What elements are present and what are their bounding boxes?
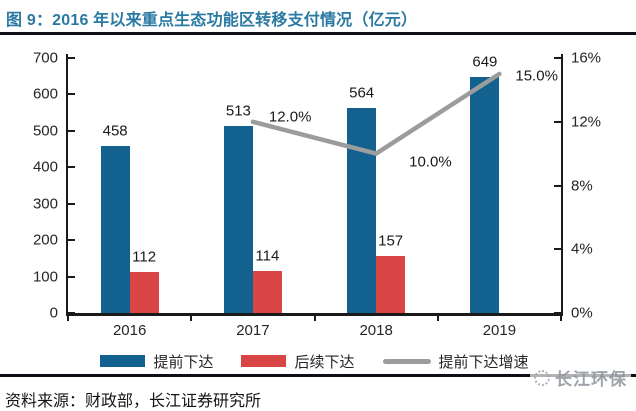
y2-axis-tick-label: 8% xyxy=(571,177,593,194)
legend-item-后续下达: 后续下达 xyxy=(241,351,355,372)
x-axis-category-label: 2019 xyxy=(482,322,517,339)
y-axis-tick-label: 600 xyxy=(32,85,58,103)
y-axis-tick-label: 700 xyxy=(32,49,58,67)
y-axis-tick-label: 200 xyxy=(32,231,58,249)
bar-advance-2018 xyxy=(347,107,377,313)
x-axis-line xyxy=(66,313,563,316)
legend-label: 提前下达增速 xyxy=(438,353,529,371)
x-axis-category-label: 2017 xyxy=(236,322,270,339)
bar-label-followup-2016: 112 xyxy=(132,248,157,266)
x-axis-category-label: 2018 xyxy=(359,322,393,339)
x-axis-category-label: 2016 xyxy=(112,322,147,339)
y2-axis-tick xyxy=(554,248,563,251)
legend-color-swatch xyxy=(100,355,146,367)
y-axis-tick xyxy=(66,275,75,278)
y2-axis-tick-label: 0% xyxy=(571,304,593,322)
y2-axis-tick xyxy=(554,57,563,59)
watermark-logo: 长江环保 xyxy=(530,364,631,391)
growth-label-2019: 15.0% xyxy=(515,67,558,85)
bar-label-advance-2016: 458 xyxy=(102,122,128,140)
changjiang-logo-icon xyxy=(534,369,550,386)
legend-label: 后续下达 xyxy=(294,353,355,371)
y-axis-tick xyxy=(66,93,75,96)
y2-axis-tick-label: 16% xyxy=(571,49,602,67)
bar-followup-2018 xyxy=(376,255,406,313)
y-axis-tick-label: 500 xyxy=(32,122,58,140)
y2-axis-tick xyxy=(554,312,563,314)
bar-followup-2016 xyxy=(129,272,159,313)
bar-advance-2017 xyxy=(223,126,253,313)
footer-divider-line xyxy=(0,374,636,377)
figure-title: 图 9：2016 年以来重点生态功能区转移支付情况（亿元） xyxy=(6,12,418,29)
y-axis-tick xyxy=(66,202,75,205)
growth-label-2018: 10.0% xyxy=(409,153,452,171)
y-axis-line xyxy=(66,54,68,315)
legend-line-swatch xyxy=(382,358,431,364)
y2-axis-tick-label: 4% xyxy=(571,240,593,258)
legend-label: 提前下达 xyxy=(153,353,214,371)
legend-color-swatch xyxy=(241,355,287,367)
y-axis-tick-label: 400 xyxy=(32,158,58,176)
growth-label-2017: 12.0% xyxy=(268,108,312,126)
y-axis-tick xyxy=(66,312,75,314)
x-axis-tick xyxy=(67,315,69,321)
bar-label-advance-2018: 564 xyxy=(349,84,375,102)
source-note: 资料来源：财政部，长江证券研究所 xyxy=(5,393,262,410)
x-axis-tick xyxy=(560,315,562,321)
title-divider-line xyxy=(0,32,636,35)
y-axis-tick-label: 100 xyxy=(32,268,58,286)
bar-advance-2016 xyxy=(100,146,130,313)
y2-axis-tick xyxy=(554,184,563,187)
legend-item-提前下达增速: 提前下达增速 xyxy=(382,351,529,372)
y2-axis-tick-label: 12% xyxy=(571,113,602,131)
bar-label-advance-2017: 513 xyxy=(225,102,251,120)
chart-legend: 提前下达 后续下达 提前下达增速 xyxy=(68,351,561,372)
watermark-text: 长江环保 xyxy=(555,370,627,389)
x-axis-tick xyxy=(436,315,439,321)
y-axis-tick-label: 0 xyxy=(49,304,58,322)
y-axis-tick-label: 300 xyxy=(32,195,58,213)
bar-advance-2019 xyxy=(470,76,500,313)
bar-label-advance-2019: 649 xyxy=(472,53,498,71)
y-axis-tick xyxy=(66,129,75,132)
x-axis-tick xyxy=(313,315,316,321)
y-axis-tick xyxy=(66,166,75,169)
bar-label-followup-2017: 114 xyxy=(255,247,280,265)
bar-label-followup-2018: 157 xyxy=(378,232,404,250)
bar-followup-2017 xyxy=(252,271,282,313)
y-axis-tick xyxy=(66,57,75,59)
legend-item-提前下达: 提前下达 xyxy=(100,351,213,372)
x-axis-tick xyxy=(190,315,193,321)
y2-axis-tick xyxy=(554,120,563,123)
y-axis-tick xyxy=(66,239,75,242)
